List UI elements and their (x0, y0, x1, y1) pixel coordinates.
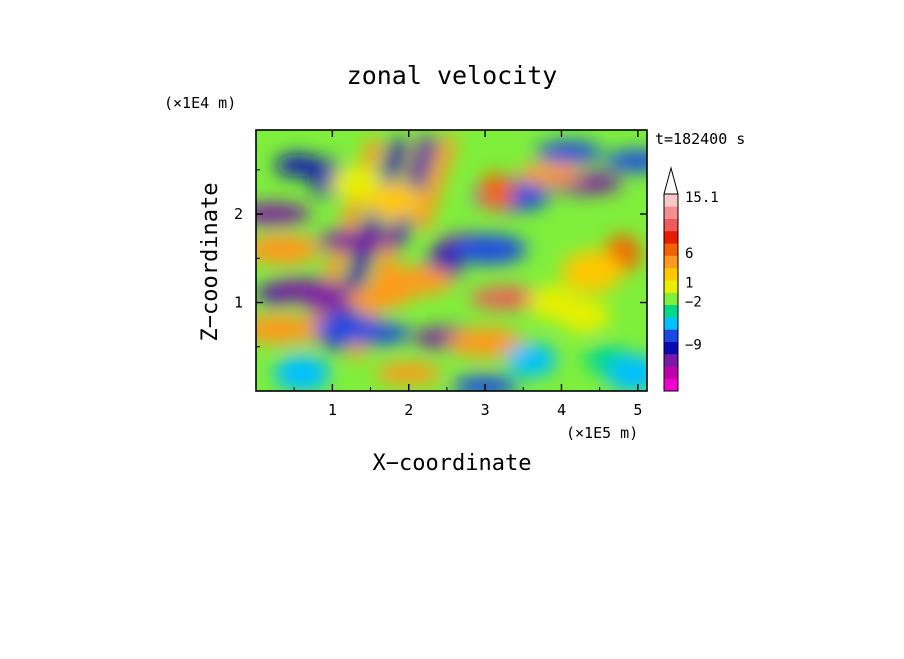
y-axis-ticks: 12 (234, 169, 647, 348)
field-feature (365, 181, 422, 220)
colorbar-swatch (664, 243, 678, 256)
colorbar-swatch (664, 366, 678, 379)
field-feature (375, 362, 442, 385)
field-feature (478, 172, 515, 211)
colorbar-swatch (664, 206, 678, 219)
field-feature (452, 375, 519, 391)
field-feature (378, 265, 455, 296)
colorbar-swatch (664, 329, 678, 343)
colorbar-swatch (664, 194, 678, 207)
field-feature (309, 314, 386, 345)
colorbar-tick-label: 6 (685, 246, 693, 262)
x-tick-label: 5 (633, 401, 642, 419)
field-feature (470, 287, 547, 310)
field-feature (273, 354, 330, 391)
colorbar-extend-arrow (663, 166, 679, 195)
x-tick-label: 1 (328, 401, 337, 419)
colorbar-swatch (664, 230, 678, 244)
field-feature (300, 283, 357, 314)
time-label: t=182400 s (655, 130, 745, 148)
field-feature (329, 166, 381, 201)
field-band (412, 134, 459, 232)
field-feature (317, 229, 394, 252)
colorbar-tick-label: 15.1 (685, 190, 719, 206)
x-axis-ticks: 1 2 3 4 5 (293, 130, 642, 419)
chart-title: zonal velocity (347, 61, 558, 90)
colorbar-swatch (664, 378, 678, 392)
colorbar-swatch (664, 255, 678, 269)
x-axis-label: X−coordinate (373, 451, 532, 476)
colorbar-tick-label: 1 (685, 276, 693, 292)
colorbar-swatch (664, 280, 678, 293)
field-feature (256, 314, 317, 345)
x-tick-label: 3 (481, 401, 490, 419)
colorbar-tick-label: −2 (685, 294, 702, 310)
colorbar-swatch (664, 267, 678, 281)
y-tick-label: 2 (234, 205, 243, 223)
colorbar-swatch (664, 218, 678, 232)
y-unit-label: (×1E4 m) (164, 94, 236, 112)
colorbar-tick-label: −9 (685, 338, 702, 354)
colorbar-frame (663, 193, 679, 392)
y-axis-label: Z−coordinate (198, 183, 223, 342)
field-feature (505, 343, 557, 378)
field-feature (256, 234, 321, 265)
colorbar-swatch (664, 304, 678, 318)
x-tick-label: 4 (557, 401, 566, 419)
field-blobs (256, 134, 647, 391)
field-feature (447, 327, 524, 358)
field-feature (256, 203, 311, 226)
x-tick-label: 2 (404, 401, 413, 419)
field-feature (606, 354, 647, 391)
field-feature (450, 234, 527, 265)
field-feature (517, 163, 584, 186)
colorbar-swatch (664, 317, 678, 330)
field-feature (561, 250, 623, 293)
colorbar-swatch (664, 341, 678, 355)
colorbar-swatch (664, 292, 678, 306)
colorbar-swatch (664, 354, 678, 367)
y-tick-label: 1 (234, 294, 243, 312)
velocity-field (256, 130, 647, 391)
x-unit-label: (×1E5 m) (566, 424, 638, 442)
field-feature (345, 287, 412, 310)
plot-frame (255, 129, 648, 392)
field-feature (604, 149, 647, 172)
field-feature (558, 298, 610, 333)
field-feature (536, 141, 603, 164)
colorbar: 15.1 6 1 −2 −9 (663, 166, 719, 392)
field-feature (275, 154, 322, 177)
